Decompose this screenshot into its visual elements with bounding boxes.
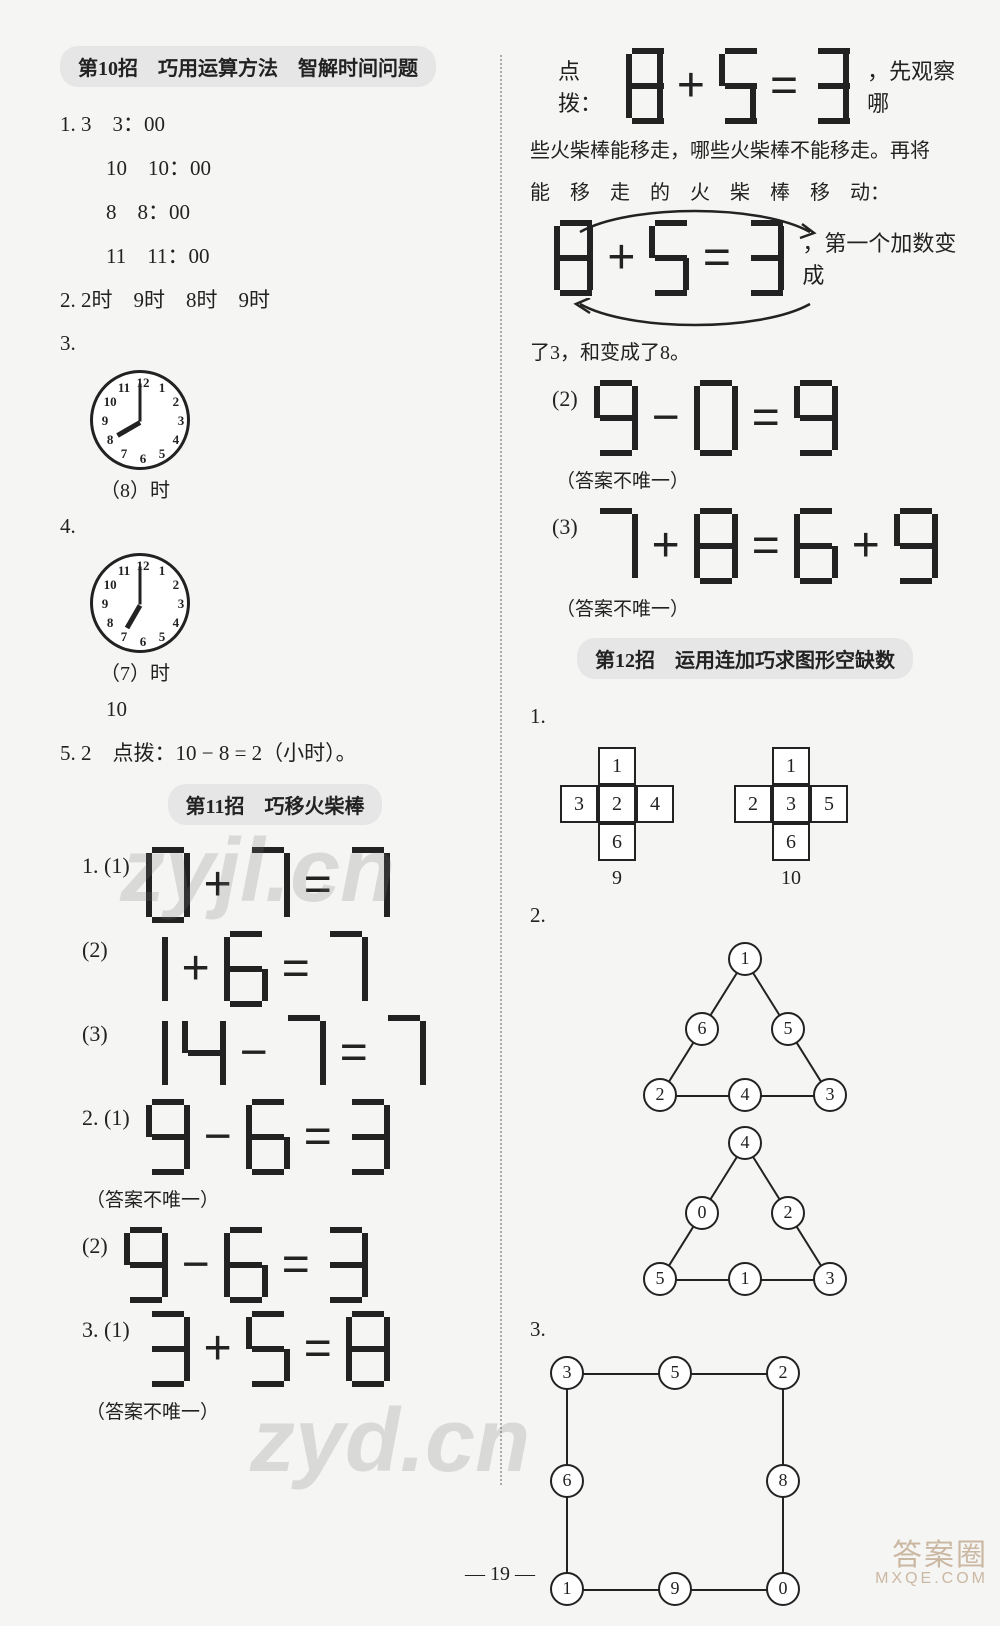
- tri-q: 2.: [530, 896, 960, 936]
- arrow-icon-2: [540, 298, 840, 334]
- triangle-1: 165243: [635, 942, 855, 1112]
- dianbo-arrow-wrap: +=，第一个加数变成: [530, 220, 960, 296]
- section-12-title: 第12招 运用连加巧求图形空缺数: [577, 638, 913, 679]
- clock-8-caption: （8）时: [100, 474, 490, 503]
- q4-label: 4.: [60, 507, 490, 547]
- match-q3: 3. (1)+=（答案不唯一）: [60, 1311, 490, 1431]
- column-divider: [500, 55, 502, 1485]
- q3-label: 3.: [60, 324, 490, 364]
- arrow-icon: [540, 202, 840, 242]
- q4-extra: 10: [106, 690, 490, 730]
- triangle-2: 402513: [635, 1126, 855, 1296]
- section-11-title: 第11招 巧移火柴棒: [168, 784, 383, 825]
- section-10-title: 第10招 巧用运算方法 智解时间问题: [60, 46, 436, 87]
- cross-q: 1.: [530, 697, 960, 737]
- dianbo-p1: 些火柴棒能移走，哪些火柴棒不能移走。再将: [530, 132, 960, 170]
- clock-7: 123456789101112: [90, 553, 190, 653]
- section-12-wrap: 第12招 运用连加巧求图形空缺数: [530, 632, 960, 693]
- page: 第10招 巧用运算方法 智解时间问题 1. 3 3：00 10 10：00 8 …: [0, 0, 1000, 1600]
- sq-q: 3.: [530, 1310, 960, 1350]
- clock-8: 123456789101112: [90, 370, 190, 470]
- dianbo-p3: 了3，和变成了8。: [530, 334, 960, 372]
- q1-row1: 10 10：00: [106, 149, 490, 189]
- match-q2: 2. (1)−=（答案不唯一）(2)−=: [60, 1099, 490, 1303]
- match-extra: (2)−=（答案不唯一）(3)+=+（答案不唯一）: [530, 380, 960, 628]
- left-column: 第10招 巧用运算方法 智解时间问题 1. 3 3：00 10 10：00 8 …: [60, 40, 490, 1435]
- match-q1: 1. (1)+=(2)+=(3)−=: [60, 847, 490, 1091]
- page-number: 19: [0, 1563, 1000, 1586]
- dianbo-expr1: 点拨：+=，先观察哪: [552, 48, 960, 124]
- q2: 2. 2时 9时 8时 9时: [60, 281, 490, 321]
- q5: 5. 2 点拨：10 − 8 = 2（小时）。: [60, 734, 490, 774]
- q1-row2: 8 8：00: [106, 193, 490, 233]
- right-column: 点拨：+=，先观察哪 些火柴棒能移走，哪些火柴棒不能移走。再将 能 移 走 的 …: [530, 40, 960, 1626]
- clock-7-caption: （7）时: [100, 657, 490, 686]
- q1-row3: 11 11：00: [106, 237, 490, 277]
- q1-label: 1.: [60, 112, 76, 136]
- cross-puzzles: 1324691235610: [560, 747, 960, 890]
- section-11-wrap: 第11招 巧移火柴棒: [60, 778, 490, 839]
- q1-row0: 1. 3 3：00: [60, 105, 490, 145]
